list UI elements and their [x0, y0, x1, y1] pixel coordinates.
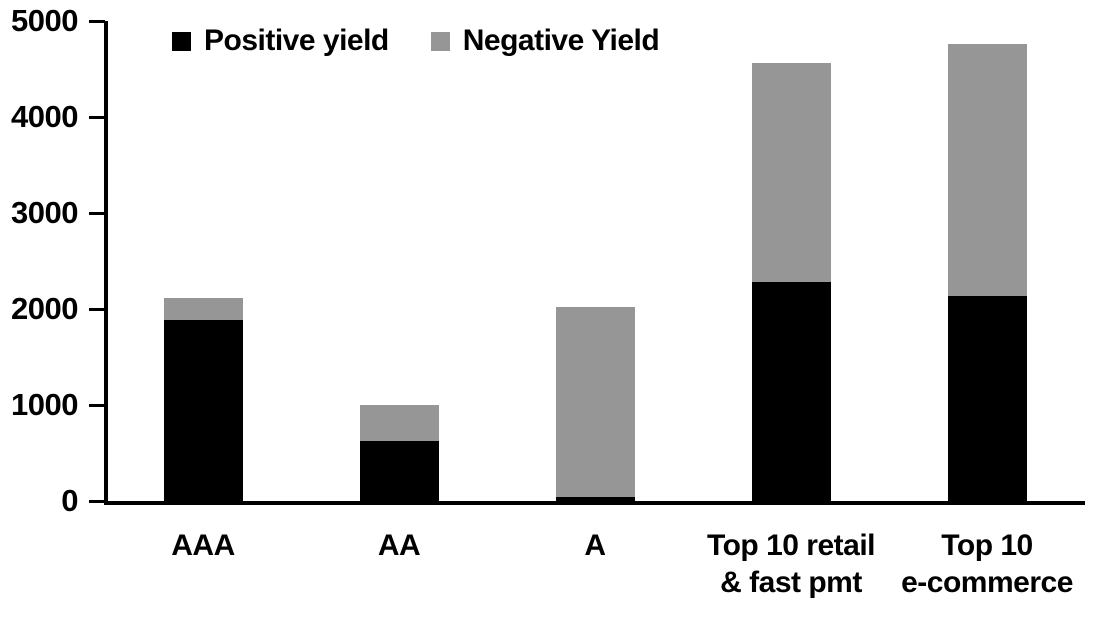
- bar-aaa-negative-yield: [163, 298, 243, 320]
- bar-aa-negative-yield: [359, 405, 439, 441]
- bar-top-10-positive-yield: [947, 296, 1027, 501]
- x-axis-line: [104, 501, 1085, 505]
- y-axis-tick-5000: [89, 20, 105, 23]
- bar-a-positive-yield: [555, 497, 635, 501]
- bar-aaa-positive-yield: [163, 320, 243, 501]
- bar-top-10-retail-positive-yield: [751, 282, 831, 501]
- y-axis-tick-label-4000: 4000: [11, 99, 78, 134]
- bar-top-10-retail-negative-yield: [751, 63, 831, 282]
- y-axis-tick-label-3000: 3000: [11, 195, 78, 230]
- chart-legend: Positive yield Negative Yield: [172, 24, 660, 58]
- y-axis-tick-4000: [89, 116, 105, 119]
- legend-item-negative-yield: Negative Yield: [430, 24, 660, 58]
- y-axis-tick-1000: [89, 404, 105, 407]
- x-axis-label-top-10-retail: Top 10 retail & fast pmt: [707, 529, 876, 599]
- y-axis-line: [104, 21, 108, 505]
- y-axis-tick-label-2000: 2000: [11, 291, 78, 326]
- x-axis-label-aa: AA: [377, 529, 421, 562]
- y-axis-tick-2000: [89, 308, 105, 311]
- y-axis-tick-label-5000: 5000: [11, 3, 78, 38]
- positive-yield-swatch-icon: [172, 31, 191, 51]
- legend-label-positive-yield: Positive yield: [204, 24, 389, 57]
- y-axis-tick-0: [89, 500, 105, 503]
- x-axis-label-top-10: Top 10 e-commerce: [901, 529, 1073, 599]
- y-axis-tick-label-0: 0: [61, 483, 78, 518]
- bar-aa-positive-yield: [359, 441, 439, 501]
- bar-a-negative-yield: [555, 307, 635, 497]
- y-axis-tick-3000: [89, 212, 105, 215]
- x-axis-label-aaa: AAA: [171, 529, 235, 562]
- y-axis-tick-label-1000: 1000: [11, 387, 78, 422]
- bar-top-10-negative-yield: [947, 44, 1027, 296]
- legend-item-positive-yield: Positive yield: [172, 24, 389, 58]
- negative-yield-swatch-icon: [430, 31, 450, 51]
- legend-label-negative-yield: Negative Yield: [462, 24, 660, 57]
- x-axis-label-a: A: [584, 529, 606, 562]
